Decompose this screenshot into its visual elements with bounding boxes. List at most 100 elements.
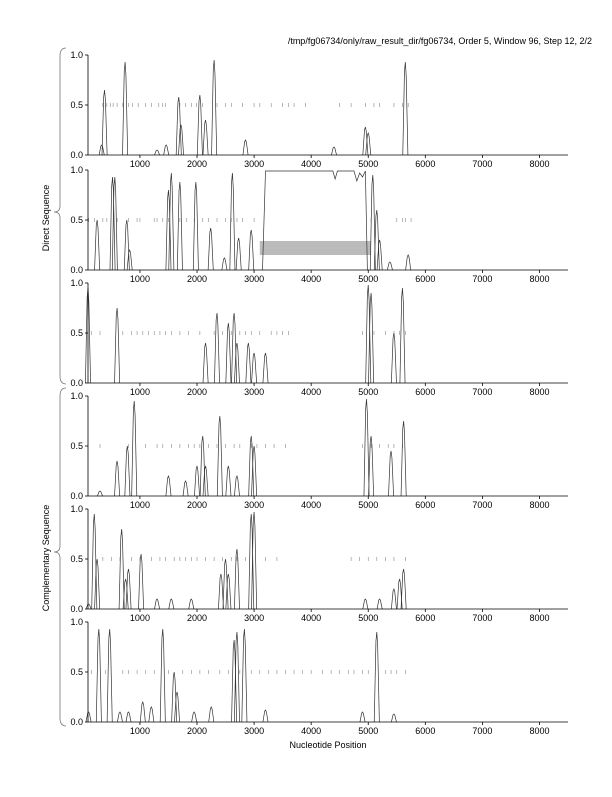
- panel-5: 0.0 0.5 1.0 1000 2000 3000 4000 5000 6000 7000 800…: [70, 504, 568, 623]
- curve-peak: [365, 131, 372, 156]
- curve-peak: [171, 671, 178, 723]
- curve-peak: [376, 598, 383, 610]
- x-tick-label: 1000: [130, 726, 150, 736]
- x-tick-label: 8000: [529, 613, 549, 623]
- curve-peak: [218, 573, 224, 610]
- curve-peak: [400, 568, 407, 610]
- x-tick-label: 7000: [472, 274, 492, 284]
- x-tick-label: 3000: [244, 387, 264, 397]
- curve-peak: [391, 587, 397, 610]
- brace-complementary: [53, 387, 67, 727]
- x-tick-label: 7000: [472, 500, 492, 510]
- curve-peak: [139, 700, 146, 723]
- curve-peak: [118, 528, 125, 610]
- curve-peak: [138, 553, 144, 610]
- x-tick-label: 7000: [472, 159, 492, 169]
- brace-direct: [53, 47, 67, 385]
- x-tick-label: 4000: [301, 387, 321, 397]
- chart-title: /tmp/fg06734/only/raw_result_dir/fg06734…: [288, 36, 592, 46]
- curve-peak: [207, 227, 214, 271]
- curve-peak: [196, 94, 203, 156]
- curve-peak: [369, 174, 376, 271]
- curve-peak: [101, 89, 108, 156]
- curve-peak: [242, 139, 249, 156]
- x-tick-label: 5000: [358, 726, 378, 736]
- curve-peak: [221, 257, 228, 271]
- x-tick-label: 2000: [187, 274, 207, 284]
- curve-peak: [363, 398, 370, 497]
- curve-peak: [125, 568, 132, 610]
- y-tick-label: 1.0: [70, 617, 83, 627]
- curve-peak: [391, 332, 397, 384]
- curve-peak: [396, 578, 403, 610]
- y-tick-label: 1.0: [70, 391, 83, 401]
- x-tick-label: 4000: [301, 726, 321, 736]
- curve-peak: [111, 176, 118, 271]
- curve-peak: [231, 312, 238, 384]
- x-tick-label: 8000: [529, 387, 549, 397]
- y-tick-label: 0.0: [70, 378, 83, 388]
- curve-peak: [114, 460, 121, 497]
- x-tick-label: 8000: [529, 726, 549, 736]
- panel-2: 0.0 0.5 1.0 1000 2000 3000 4000 5000 6000 7000 800…: [70, 165, 568, 284]
- group-label-direct: Direct Sequence: [41, 185, 51, 252]
- curve-peak: [154, 149, 160, 156]
- x-tick-label: 3000: [244, 613, 264, 623]
- x-tick-label: 6000: [415, 387, 435, 397]
- y-tick-label: 0.5: [70, 215, 83, 225]
- curve-peak: [251, 352, 258, 384]
- curve-peak: [368, 435, 375, 497]
- curve-peak: [245, 342, 252, 384]
- curve-peak: [262, 352, 269, 384]
- y-tick-label: 0.0: [70, 717, 83, 727]
- curve-peak: [178, 124, 184, 156]
- x-tick-label: 1000: [130, 613, 150, 623]
- curve-peak: [188, 598, 195, 610]
- x-tick-label: 5000: [358, 613, 378, 623]
- curve-peak: [168, 598, 175, 610]
- x-tick-label: 8000: [529, 500, 549, 510]
- y-tick-label: 0.0: [70, 265, 83, 275]
- curve-peak: [399, 287, 406, 384]
- x-tick-label: 2000: [187, 613, 207, 623]
- curve-peak: [159, 628, 166, 723]
- y-tick-label: 0.5: [70, 100, 83, 110]
- curve-peak: [359, 711, 366, 723]
- curve-peak: [241, 628, 248, 723]
- curve-peak: [168, 172, 175, 271]
- x-tick-label: 1000: [130, 387, 150, 397]
- x-tick-label: 3000: [244, 274, 264, 284]
- curve-peak: [387, 261, 393, 271]
- curve-peak: [234, 342, 240, 384]
- panel-3: 0.0 0.5 1.0 1000 2000 3000 4000 5000 6000 7000 800…: [70, 278, 568, 397]
- curve-peak: [148, 706, 155, 723]
- x-tick-label: 4000: [301, 500, 321, 510]
- curve-peak: [123, 219, 130, 271]
- curve-peak: [262, 709, 269, 723]
- x-tick-label: 6000: [415, 159, 435, 169]
- highlight-region: [259, 241, 372, 255]
- x-tick-label: 2000: [187, 159, 207, 169]
- curve-peak: [211, 59, 218, 156]
- curve-peak: [175, 96, 182, 156]
- curve-peak: [199, 435, 206, 497]
- curve-peak: [225, 573, 232, 610]
- curve-peak: [376, 239, 383, 271]
- curve-peak: [405, 254, 412, 271]
- curve-peak: [214, 312, 220, 384]
- y-tick-label: 0.5: [70, 441, 83, 451]
- curve-peak: [202, 342, 209, 384]
- curve-peak: [235, 237, 242, 271]
- x-tick-label: 6000: [415, 274, 435, 284]
- curve-peak: [154, 598, 160, 610]
- curve-peak: [202, 465, 209, 497]
- curve-peak: [109, 176, 116, 271]
- x-tick-label: 6000: [415, 613, 435, 623]
- curve-peak: [191, 711, 198, 723]
- x-tick-label: 7000: [472, 387, 492, 397]
- x-tick-label: 5000: [358, 274, 378, 284]
- curve-peak: [373, 209, 380, 271]
- curve-peak: [208, 706, 215, 723]
- x-tick-label: 6000: [415, 726, 435, 736]
